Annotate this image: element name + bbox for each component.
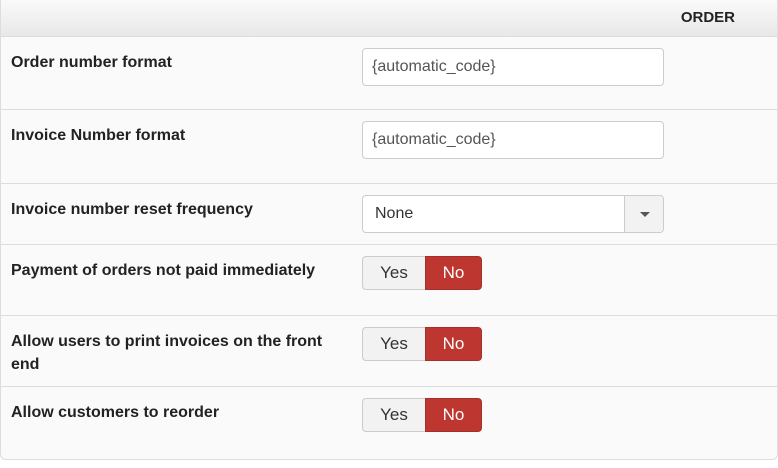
setting-row: Order number format {automatic_code} bbox=[1, 37, 777, 110]
panel-title: ORDER bbox=[680, 9, 735, 26]
setting-control: None bbox=[362, 195, 664, 233]
setting-label: Order number format bbox=[11, 54, 172, 71]
dropdown-button[interactable] bbox=[624, 196, 663, 232]
setting-row: Allow users to print invoices on the fro… bbox=[1, 316, 777, 387]
setting-row: Invoice number reset frequency None bbox=[1, 184, 777, 245]
no-button[interactable]: No bbox=[425, 256, 482, 290]
yes-button[interactable]: Yes bbox=[362, 256, 425, 290]
setting-row: Invoice Number format {automatic_code} bbox=[1, 110, 777, 184]
panel-header: ORDER bbox=[1, 0, 777, 37]
yes-button[interactable]: Yes bbox=[362, 398, 425, 432]
yes-button[interactable]: Yes bbox=[362, 327, 425, 361]
setting-row: Allow customers to reorder Yes No bbox=[1, 387, 777, 458]
yes-no-toggle: Yes No bbox=[362, 327, 482, 361]
caret-down-icon bbox=[640, 212, 650, 217]
setting-label: Payment of orders not paid immediately bbox=[11, 262, 316, 279]
no-button[interactable]: No bbox=[425, 327, 482, 361]
format-input[interactable]: {automatic_code} bbox=[362, 48, 664, 86]
setting-control: Yes No bbox=[362, 398, 482, 432]
setting-row: Payment of orders not paid immediately Ye… bbox=[1, 245, 777, 316]
setting-control: {automatic_code} bbox=[362, 121, 664, 159]
setting-label: Allow customers to reorder bbox=[11, 404, 220, 421]
setting-control: {automatic_code} bbox=[362, 48, 664, 86]
format-input[interactable]: {automatic_code} bbox=[362, 121, 664, 159]
yes-no-toggle: Yes No bbox=[362, 398, 482, 432]
select-value: None bbox=[375, 205, 414, 222]
setting-control: Yes No bbox=[362, 327, 482, 361]
setting-label: Invoice Number format bbox=[11, 127, 186, 144]
setting-label: Allow users to print invoices on the fro… bbox=[11, 333, 323, 373]
setting-control: Yes No bbox=[362, 256, 482, 290]
reset-frequency-select[interactable]: None bbox=[362, 195, 664, 233]
setting-label: Invoice number reset frequency bbox=[11, 201, 253, 218]
no-button[interactable]: No bbox=[425, 398, 482, 432]
yes-no-toggle: Yes No bbox=[362, 256, 482, 290]
